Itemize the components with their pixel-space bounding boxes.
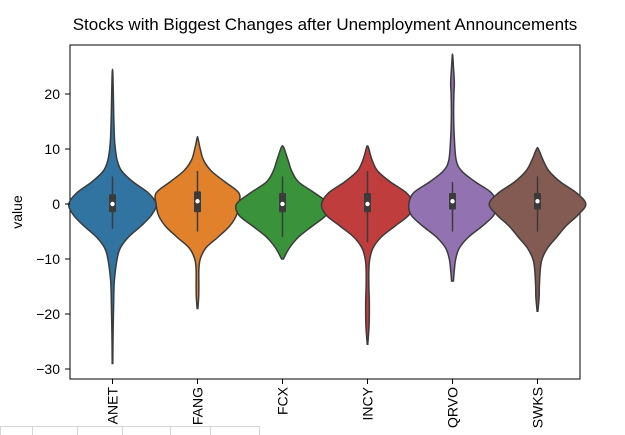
y-axis-label: value <box>9 195 25 229</box>
bottom-tab-strip <box>0 426 260 435</box>
median-point-swks <box>535 199 540 204</box>
median-point-fcx <box>280 201 285 207</box>
y-tick-label: −30 <box>36 361 60 377</box>
chart-title: Stocks with Biggest Changes after Unempl… <box>73 15 578 34</box>
y-tick-label: −20 <box>36 306 60 322</box>
violin-qrvo <box>407 53 498 282</box>
y-tick-label: 10 <box>44 141 60 157</box>
violin-incy <box>320 145 415 345</box>
x-tick-label-incy: INCY <box>360 386 376 420</box>
x-tick-label-fcx: FCX <box>275 386 291 415</box>
median-point-anet <box>110 201 115 207</box>
y-tick-label: −10 <box>36 251 60 267</box>
median-point-incy <box>365 201 370 207</box>
x-tick-label-fang: FANG <box>190 387 206 425</box>
median-point-fang <box>195 199 200 204</box>
x-tick-label-anet: ANET <box>105 387 121 425</box>
y-tick-label: 20 <box>44 86 60 102</box>
y-tick-label: 0 <box>52 196 60 212</box>
median-point-qrvo <box>450 199 455 204</box>
x-tick-label-swks: SWKS <box>530 387 546 428</box>
x-tick-label-qrvo: QRVO <box>445 387 461 428</box>
